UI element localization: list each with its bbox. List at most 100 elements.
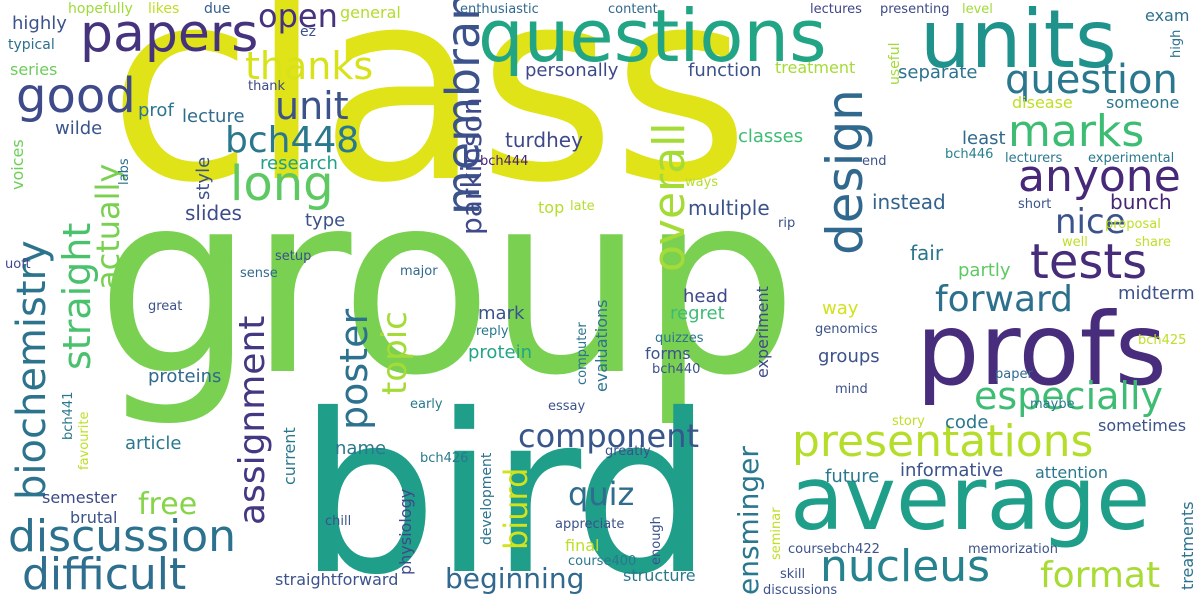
word-difficult: difficult: [22, 549, 187, 600]
word-experimental: experimental: [1088, 151, 1175, 166]
word-enthusiastic: enthusiastic: [460, 2, 539, 17]
word-nice: nice: [1055, 202, 1126, 242]
word-free: free: [138, 487, 198, 522]
word-average: average: [790, 447, 1151, 550]
word-labs: labs: [117, 158, 132, 185]
word-favourite: favourite: [77, 411, 92, 470]
word-uoft: uoft: [5, 257, 31, 272]
word-profs: profs: [916, 291, 1167, 408]
word-midterm: midterm: [1118, 283, 1195, 304]
word-quiz: quiz: [568, 475, 635, 513]
word-group: group: [96, 139, 798, 430]
word-bch441: bch441: [61, 391, 76, 440]
word-high: high: [1169, 29, 1184, 58]
word-name: name: [335, 438, 387, 459]
word-proposal: proposal: [1105, 217, 1161, 232]
word-due: due: [204, 1, 231, 17]
word-bch444: bch444: [480, 154, 529, 169]
word-early: early: [410, 397, 443, 412]
word-someone: someone: [1106, 93, 1180, 112]
word-enough: enough: [649, 516, 664, 565]
word-anyone: anyone: [1018, 151, 1181, 202]
word-article: article: [125, 433, 182, 454]
word-voices: voices: [8, 139, 27, 190]
word-design: design: [816, 89, 874, 255]
word-slides: slides: [185, 201, 242, 225]
word-mind: mind: [835, 382, 868, 397]
word-thanks: thanks: [245, 44, 374, 88]
word-highly: highly: [12, 13, 67, 34]
word-type: type: [305, 210, 346, 231]
word-evaluations: evaluations: [592, 299, 611, 393]
word-lecturers: lecturers: [1005, 151, 1063, 166]
word-structure: structure: [623, 566, 696, 585]
word-presentations: presentations: [792, 416, 1094, 467]
word-groups: groups: [818, 346, 880, 367]
word-memorization: memorization: [968, 542, 1058, 557]
word-beginning: beginning: [445, 562, 585, 595]
word-attention: attention: [1035, 463, 1108, 482]
word-bird: bird: [298, 367, 713, 600]
word-seminar: seminar: [769, 507, 784, 560]
word-disease: disease: [1012, 93, 1073, 112]
word-treatments: treatments: [1178, 501, 1197, 590]
word-bch425: bch425: [1138, 333, 1187, 348]
word-lectures: lectures: [810, 2, 862, 17]
word-separate: separate: [898, 62, 978, 83]
word-wilde: wilde: [55, 118, 103, 139]
word-general: general: [340, 3, 401, 22]
word-reply: reply: [476, 324, 509, 339]
word-physiology: physiology: [396, 488, 415, 575]
word-presenting: presenting: [880, 2, 950, 17]
word-likes: likes: [148, 1, 180, 17]
word-regret: regret: [670, 303, 725, 324]
word-research: research: [260, 153, 338, 174]
word-share: share: [1135, 235, 1172, 250]
word-turdhey: turdhey: [505, 128, 583, 152]
word-late: late: [570, 199, 595, 214]
word-hopefully: hopefully: [68, 1, 133, 17]
word-brutal: brutal: [70, 508, 118, 527]
word-genomics: genomics: [815, 322, 878, 337]
word-mark: mark: [478, 303, 525, 324]
word-long: long: [230, 156, 334, 212]
word-bch426: bch426: [420, 451, 469, 466]
word-poster: poster: [332, 308, 376, 430]
word-good: good: [16, 68, 136, 124]
word-end: end: [862, 154, 887, 169]
word-current: current: [280, 427, 299, 485]
word-paper: paper: [995, 367, 1033, 382]
word-discussions: discussions: [763, 583, 838, 598]
word-thank: thank: [248, 79, 286, 94]
word-fair: fair: [910, 241, 944, 265]
word-instead: instead: [872, 190, 946, 214]
word-partly: partly: [958, 260, 1011, 281]
word-experiment: experiment: [753, 286, 772, 378]
word-great: great: [148, 299, 183, 314]
word-series: series: [10, 60, 58, 79]
word-tests: tests: [1030, 234, 1148, 290]
word-biurd: biurd: [497, 467, 535, 550]
word-function: function: [688, 60, 762, 81]
word-classes: classes: [738, 126, 804, 147]
word-skill: skill: [780, 567, 806, 582]
word-semester: semester: [42, 488, 117, 507]
word-forms: forms: [645, 344, 691, 363]
word-future: future: [825, 466, 880, 487]
word-exam: exam: [1145, 6, 1190, 25]
word-level: level: [962, 2, 993, 17]
word-way: way: [822, 298, 859, 319]
word-ensminger: ensminger: [732, 446, 765, 595]
word-typical: typical: [8, 37, 55, 53]
word-proteins: proteins: [148, 366, 222, 387]
word-content: content: [608, 2, 658, 17]
word-forward: forward: [935, 279, 1074, 320]
word-biochemistry: biochemistry: [9, 240, 55, 500]
word-essay: essay: [548, 399, 586, 414]
word-bch440: bch440: [652, 362, 701, 377]
word-computer: computer: [575, 322, 590, 385]
word-development: development: [479, 452, 495, 545]
word-bch448: bch448: [225, 120, 360, 161]
word-treatment: treatment: [775, 58, 856, 77]
word-lecture: lecture: [182, 106, 245, 127]
